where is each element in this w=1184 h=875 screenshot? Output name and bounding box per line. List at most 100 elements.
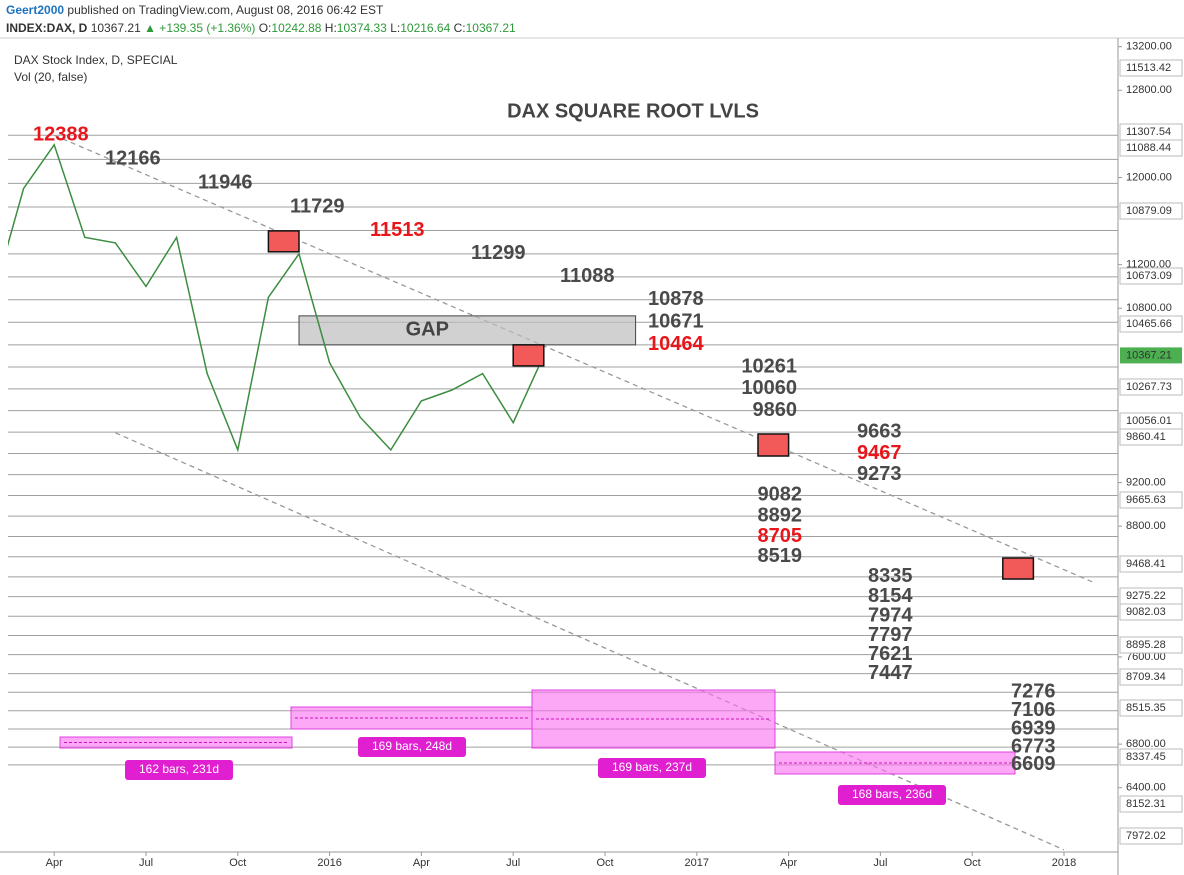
price-label-bg: [1119, 267, 1183, 285]
level-label: 11088: [560, 265, 615, 287]
price-label-bg: [1119, 59, 1183, 77]
y-tick-label: 10800.00: [1126, 302, 1172, 314]
y-tick-label: 13200.00: [1126, 41, 1172, 53]
y-tick-label: 8800.00: [1126, 520, 1166, 532]
zone: [267, 230, 300, 253]
level-label: 7621: [868, 643, 913, 665]
current-price-bg: [1120, 347, 1182, 364]
price-label: 8895.28: [1126, 639, 1166, 651]
price-label: 11088.44: [1126, 142, 1171, 154]
x-tick-label: 2018: [1052, 857, 1076, 869]
price-label-bg: [1119, 827, 1183, 845]
x-tick-label: Oct: [596, 857, 613, 869]
zone: [512, 344, 545, 367]
level-label: 11729: [290, 195, 345, 217]
level-label: 8154: [868, 585, 913, 607]
range-label: 162 bars, 231d: [139, 762, 219, 776]
level-label: 10261: [741, 355, 797, 377]
price-label-bg: [1119, 668, 1183, 686]
ohlc-high-label: H:: [325, 21, 337, 35]
y-tick-label: 12000.00: [1126, 171, 1172, 183]
ohlc-low-label: L:: [390, 21, 400, 35]
ohlc-high: 10374.33: [337, 21, 387, 35]
level-label: 6609: [1011, 753, 1056, 775]
x-tick-label: 2016: [317, 857, 341, 869]
x-tick-label: Apr: [780, 857, 797, 869]
y-tick-label: 6800.00: [1126, 738, 1166, 750]
price-label-bg: [1119, 603, 1183, 621]
level-label: 10060: [741, 377, 797, 399]
trend-line: [115, 432, 1065, 851]
change: ▲ +139.35 (+1.36%): [144, 21, 255, 35]
last-price: 10367.21: [91, 21, 141, 35]
price-label-bg: [1119, 315, 1183, 333]
price-label-bg: [1119, 491, 1183, 509]
price-label-bg: [1119, 636, 1183, 654]
price-label: 8709.34: [1126, 671, 1166, 683]
zone: [1002, 557, 1035, 580]
price-label: 10267.73: [1126, 381, 1172, 393]
price-label-bg: [1119, 202, 1183, 220]
ohlc-close-label: C:: [454, 21, 466, 35]
price-label: 8337.45: [1126, 751, 1166, 763]
level-label: 9273: [857, 463, 902, 485]
level-label: 6773: [1011, 735, 1056, 757]
price-label-bg: [1119, 428, 1183, 446]
x-tick-label: Apr: [46, 857, 63, 869]
price-line: [8, 143, 545, 453]
price-label: 9860.41: [1126, 431, 1166, 443]
gap-zone: [298, 315, 637, 346]
y-tick-label: 7600.00: [1126, 651, 1166, 663]
level-label: 8892: [758, 504, 803, 526]
level-label: 11513: [370, 219, 425, 241]
author[interactable]: Geert2000: [6, 3, 64, 17]
current-price-label: 10367.21: [1126, 349, 1172, 361]
level-label: 11946: [198, 172, 253, 194]
y-tick-label: 6400.00: [1126, 782, 1166, 794]
range-label-bg: [838, 785, 946, 805]
ohlc-close: 10367.21: [466, 21, 516, 35]
chart-title: DAX SQUARE ROOT LVLS: [507, 100, 759, 122]
price-label-bg: [1119, 555, 1183, 573]
price-label: 9275.22: [1126, 590, 1166, 602]
price-label: 11513.42: [1126, 62, 1171, 74]
price-label: 10465.66: [1126, 318, 1172, 330]
level-label: 7797: [868, 624, 913, 646]
level-label: 8705: [758, 525, 803, 547]
price-label: 9665.63: [1126, 494, 1166, 506]
plot-area: GAP: [8, 134, 1118, 851]
price-label: 11307.54: [1126, 126, 1171, 138]
range-label: 169 bars, 248d: [372, 739, 452, 753]
zone: [757, 433, 790, 457]
x-tick-label: Jul: [873, 857, 887, 869]
price-label: 7972.02: [1126, 830, 1166, 842]
price-label-bg: [1119, 748, 1183, 766]
price-label-bg: [1119, 139, 1183, 157]
level-label: 8335: [868, 565, 913, 587]
gap-label: GAP: [406, 319, 449, 341]
x-tick-label: Jul: [139, 857, 153, 869]
level-label: 9663: [857, 420, 902, 442]
level-label: 10878: [648, 288, 704, 310]
price-label: 10056.01: [1126, 415, 1172, 427]
level-label: 10464: [648, 333, 704, 355]
level-label: 12388: [33, 123, 89, 145]
x-tick-label: Oct: [964, 857, 981, 869]
x-tick-label: 2017: [685, 857, 709, 869]
level-label: 10671: [648, 311, 704, 333]
price-label: 9468.41: [1126, 558, 1166, 570]
y-tick-label: 9200.00: [1126, 477, 1166, 489]
price-label-bg: [1119, 795, 1183, 813]
level-label: 7276: [1011, 681, 1056, 703]
ohlc-low: 10216.64: [400, 21, 450, 35]
range-label-bg: [125, 760, 233, 780]
symbol: INDEX:DAX, D: [6, 21, 88, 35]
quote-line: INDEX:DAX, D 10367.21 ▲ +139.35 (+1.36%)…: [6, 21, 516, 35]
level-label: 7974: [868, 604, 913, 626]
range-label: 168 bars, 236d: [852, 787, 932, 801]
legend-item: Vol (20, false): [14, 70, 87, 84]
level-label: 7447: [868, 662, 913, 684]
level-label: 9467: [857, 442, 902, 464]
price-label: 9082.03: [1126, 606, 1166, 618]
level-label: 11299: [471, 242, 526, 264]
